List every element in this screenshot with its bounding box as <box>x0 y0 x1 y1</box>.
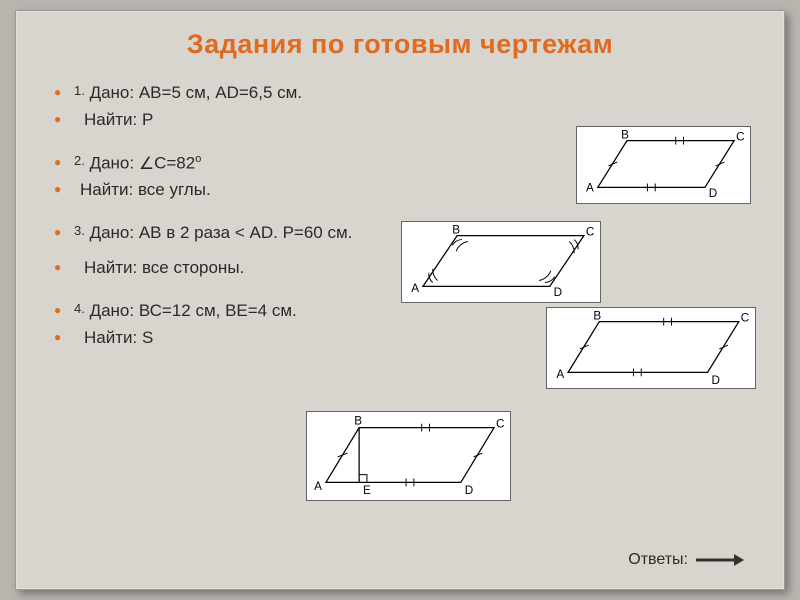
problem-find: Найти: все углы. <box>74 180 211 199</box>
problem-number: 4. <box>74 301 85 316</box>
svg-text:B: B <box>354 415 362 428</box>
svg-text:D: D <box>709 187 717 200</box>
problem-given: Дано: АВ в 2 раза < АD. Р=60 см. <box>90 223 353 242</box>
svg-text:A: A <box>586 181 594 194</box>
angle-value: С=82 <box>154 154 195 173</box>
slide-title: Задания по готовым чертежам <box>46 29 754 60</box>
svg-text:C: C <box>741 312 749 325</box>
diagram-parallelogram-3: B C A D <box>546 307 756 389</box>
answers-link[interactable]: Ответы: <box>628 551 744 569</box>
svg-text:A: A <box>411 282 419 295</box>
problem-number: 2. <box>74 153 85 168</box>
svg-text:A: A <box>314 480 322 493</box>
svg-text:A: A <box>556 368 564 381</box>
problem-find: Найти: Р <box>74 110 153 129</box>
problem-number: 1. <box>74 83 85 98</box>
problem-find: Найти: все стороны. <box>74 258 244 277</box>
problem-given: Дано: АВ=5 см, АD=6,5 см. <box>90 83 302 102</box>
problem-given-prefix: Дано: <box>90 154 139 173</box>
diagram-parallelogram-4: B C A E D <box>306 411 511 501</box>
diagram-parallelogram-2: B C A D <box>401 221 601 303</box>
arrow-right-icon <box>696 554 744 566</box>
list-item: 1. Дано: АВ=5 см, АD=6,5 см. <box>54 82 754 105</box>
svg-text:B: B <box>452 224 460 237</box>
angle-symbol: ∠ <box>139 153 154 176</box>
svg-text:D: D <box>711 374 719 387</box>
svg-text:C: C <box>496 418 505 431</box>
svg-text:C: C <box>586 226 594 239</box>
svg-text:C: C <box>736 131 744 144</box>
svg-text:D: D <box>465 484 473 497</box>
problem-number: 3. <box>74 223 85 238</box>
problem-find: Найти: S <box>74 328 153 347</box>
svg-text:E: E <box>363 484 371 497</box>
slide: Задания по готовым чертежам 1. Дано: АВ=… <box>15 10 785 590</box>
svg-text:B: B <box>621 129 629 142</box>
degree-symbol: о <box>195 153 201 165</box>
answers-label: Ответы: <box>628 551 688 569</box>
svg-text:B: B <box>593 310 601 323</box>
diagram-parallelogram-1: B C A D <box>576 126 751 204</box>
problem-given: Дано: ВС=12 см, ВЕ=4 см. <box>90 301 297 320</box>
svg-text:D: D <box>554 286 562 299</box>
